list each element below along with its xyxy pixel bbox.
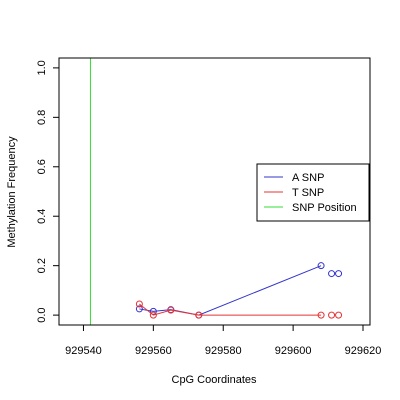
t-snp-point: [167, 306, 175, 314]
legend-label-t-snp: T SNP: [292, 187, 324, 199]
t-snp-point: [335, 311, 343, 319]
a-snp-line: [139, 265, 322, 316]
a-snp-point: [335, 270, 343, 278]
x-tick-label: 929580: [205, 345, 242, 357]
x-tick-label: 929540: [65, 345, 102, 357]
y-tick-label: 0.2: [36, 258, 48, 273]
y-tick-label: 0.8: [36, 110, 48, 125]
t-snp-point: [195, 311, 203, 319]
a-snp-point: [149, 307, 157, 315]
x-tick-label: 929620: [345, 345, 382, 357]
plot-area: [89, 58, 343, 325]
t-snp-point: [135, 300, 143, 308]
a-snp-point: [328, 270, 336, 278]
t-snp-point: [149, 311, 157, 319]
y-axis: 0.0 0.2 0.4 0.6 0.8 1.0: [36, 60, 60, 323]
y-tick-label: 0.6: [36, 159, 48, 174]
x-axis: 929540 929560 929580 929600 929620: [65, 324, 382, 357]
y-tick-label: 0.4: [36, 209, 48, 224]
y-axis-title: Methylation Frequency: [6, 136, 18, 248]
a-snp-point: [317, 262, 325, 270]
legend: A SNP T SNP SNP Position: [256, 163, 370, 222]
t-snp-point: [328, 311, 336, 319]
t-snp-line: [139, 303, 322, 316]
legend-label-a-snp: A SNP: [292, 172, 324, 184]
y-tick-label: 0.0: [36, 307, 48, 322]
legend-label-snp-position: SNP Position: [292, 202, 357, 214]
x-tick-label: 929600: [275, 345, 312, 357]
a-snp-point: [135, 305, 143, 313]
x-axis-title: CpG Coordinates: [172, 374, 257, 386]
t-snp-point: [317, 311, 325, 319]
y-tick-label: 1.0: [36, 60, 48, 75]
x-tick-label: 929560: [135, 345, 172, 357]
